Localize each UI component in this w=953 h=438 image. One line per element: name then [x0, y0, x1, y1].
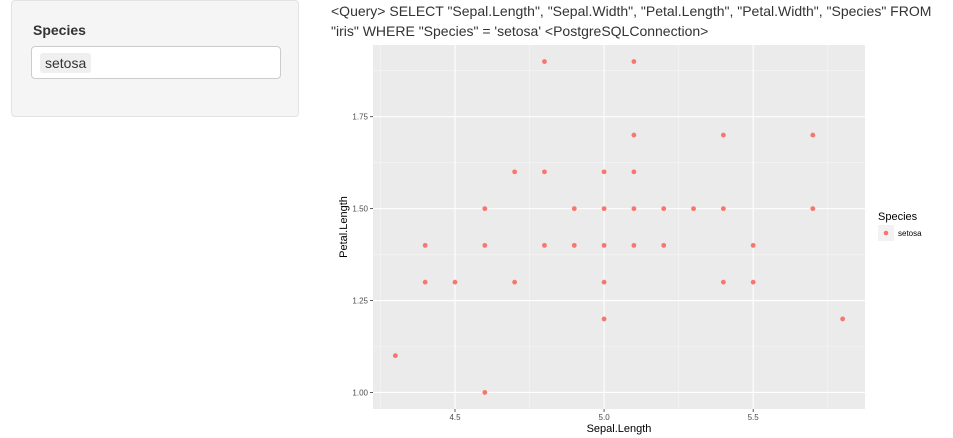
data-point: [542, 59, 547, 64]
legend: Species setosa: [878, 211, 922, 241]
data-point: [452, 279, 458, 285]
data-point: [720, 279, 726, 285]
data-point: [691, 206, 696, 212]
data-point: [810, 206, 816, 212]
legend-key-dot: [883, 230, 889, 236]
data-point: [631, 169, 637, 175]
data-point: [840, 316, 846, 322]
query-output: <Query> SELECT "Sepal.Length", "Sepal.Wi…: [331, 3, 932, 39]
data-point: [631, 59, 637, 64]
data-point: [571, 242, 577, 248]
legend-label-setosa: setosa: [898, 229, 922, 238]
data-point: [482, 242, 488, 248]
data-point: [720, 132, 726, 138]
y-tick-label: 1.25: [352, 297, 368, 306]
x-axis: 4.5 5.0 5.5: [449, 409, 759, 422]
data-point: [542, 169, 547, 175]
data-point: [392, 353, 398, 359]
y-tick-label: 1.50: [352, 205, 368, 214]
data-point: [720, 206, 726, 212]
y-tick-label: 1.75: [352, 113, 368, 122]
data-point: [422, 242, 428, 248]
x-tick-label: 5.5: [748, 413, 760, 422]
data-point: [512, 279, 518, 285]
data-point: [542, 242, 547, 248]
data-point: [601, 242, 607, 248]
data-point: [631, 242, 637, 248]
y-tick-label: 1.00: [352, 388, 368, 397]
data-point: [422, 279, 428, 285]
data-point: [571, 206, 577, 212]
data-point: [512, 169, 518, 175]
plot-panel: [373, 45, 865, 409]
data-point: [750, 242, 756, 248]
data-point: [631, 206, 637, 212]
data-point: [601, 206, 607, 212]
species-filter-label: Species: [33, 22, 86, 38]
species-select[interactable]: setosa: [31, 46, 281, 79]
selected-species-chip[interactable]: setosa: [40, 53, 92, 73]
x-axis-title: Sepal.Length: [587, 423, 652, 435]
data-point: [750, 279, 756, 285]
legend-title: Species: [878, 211, 918, 223]
data-point: [631, 132, 637, 138]
data-point: [601, 279, 607, 285]
grid-major: [373, 45, 865, 409]
y-axis-title: Petal.Length: [338, 196, 350, 258]
data-point: [661, 242, 667, 248]
sidebar-panel: Species setosa: [11, 0, 299, 117]
data-point: [661, 206, 667, 212]
data-point: [482, 390, 488, 395]
data-point: [601, 169, 607, 175]
points-layer: [392, 59, 846, 395]
y-axis: 1.00 1.25 1.50 1.75: [352, 113, 373, 397]
data-point: [482, 206, 488, 212]
x-tick-label: 5.0: [599, 413, 611, 422]
x-tick-label: 4.5: [449, 413, 461, 422]
data-point: [810, 132, 816, 138]
data-point: [601, 316, 607, 322]
